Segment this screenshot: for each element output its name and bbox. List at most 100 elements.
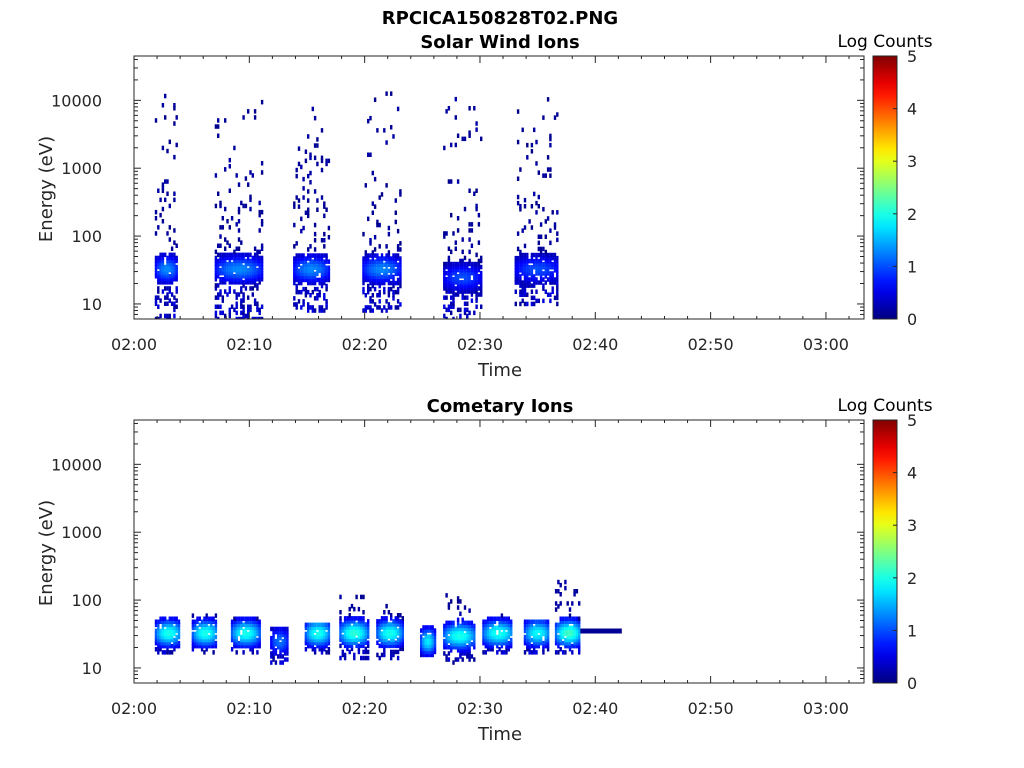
data-cell xyxy=(214,274,218,279)
data-cell xyxy=(217,264,220,270)
data-cell xyxy=(230,277,234,282)
data-cell xyxy=(154,261,158,267)
data-cell xyxy=(530,271,534,276)
data-trail xyxy=(580,628,622,634)
data-cell xyxy=(311,262,314,267)
data-cell xyxy=(445,283,448,288)
data-cell xyxy=(394,268,397,274)
data-cell xyxy=(196,643,199,649)
data-cell xyxy=(523,619,527,624)
data-cell xyxy=(205,634,208,640)
data-cell xyxy=(526,274,529,279)
data-cell xyxy=(168,313,171,319)
data-cell xyxy=(247,295,250,300)
data-cell xyxy=(161,261,165,267)
data-cell xyxy=(221,280,224,285)
data-cell xyxy=(475,203,478,209)
data-cell xyxy=(564,650,567,655)
data-cell xyxy=(364,631,367,636)
data-cell xyxy=(468,267,471,273)
data-cell xyxy=(311,631,314,637)
data-cell xyxy=(530,274,534,279)
data-cell xyxy=(553,222,557,227)
data-cell xyxy=(450,310,453,316)
data-cell xyxy=(198,628,201,634)
data-cell xyxy=(521,228,524,233)
data-cell xyxy=(159,255,162,261)
data-cell xyxy=(256,255,259,261)
data-cell xyxy=(521,127,524,133)
data-cell xyxy=(369,265,372,270)
data-cell xyxy=(251,261,254,267)
data-cell xyxy=(360,640,363,645)
data-cell xyxy=(353,640,356,645)
data-cell xyxy=(516,109,520,114)
data-cell xyxy=(194,619,197,624)
data-cell xyxy=(256,619,259,624)
data-cell xyxy=(157,647,160,652)
data-cell xyxy=(466,632,469,638)
data-cell xyxy=(367,274,370,280)
y-tick-label: 1000 xyxy=(61,523,102,542)
data-cell xyxy=(530,637,534,643)
data-cell xyxy=(459,611,462,616)
data-cell xyxy=(240,625,243,631)
data-cell xyxy=(385,619,388,624)
data-cell xyxy=(466,264,469,270)
data-cell xyxy=(323,274,326,280)
data-cell xyxy=(307,625,310,631)
data-cell xyxy=(346,619,349,624)
data-cell xyxy=(480,274,483,279)
data-cell xyxy=(364,250,367,255)
data-cell xyxy=(302,274,305,280)
data-cell xyxy=(260,274,264,279)
data-cell xyxy=(380,625,384,630)
data-cell xyxy=(387,277,391,283)
data-cell xyxy=(546,252,550,258)
data-cell xyxy=(482,637,485,643)
data-cell xyxy=(447,246,451,251)
data-cell xyxy=(325,622,328,628)
data-cell xyxy=(242,622,245,628)
data-cell xyxy=(447,264,451,270)
data-cell xyxy=(373,271,377,277)
data-cell xyxy=(170,267,174,273)
data-cell xyxy=(445,657,448,662)
data-cell xyxy=(295,268,298,274)
data-cell xyxy=(396,265,400,270)
data-cell xyxy=(452,298,455,303)
data-cell xyxy=(461,295,464,300)
data-cell xyxy=(461,249,464,255)
data-cell xyxy=(230,280,234,285)
data-cell xyxy=(244,625,248,631)
data-cell xyxy=(173,274,176,279)
data-cell xyxy=(316,286,319,292)
data-cell xyxy=(445,645,448,650)
data-cell xyxy=(311,271,314,277)
data-cell xyxy=(516,176,520,181)
data-cell xyxy=(309,268,312,274)
data-cell xyxy=(473,310,476,316)
data-cell xyxy=(339,622,342,627)
data-cell xyxy=(516,139,520,145)
data-cell xyxy=(203,622,206,628)
data-cell xyxy=(207,640,211,646)
data-cell xyxy=(578,634,581,640)
data-cell xyxy=(253,298,257,303)
data-cell xyxy=(214,643,218,649)
figure-title: RPCICA150828T02.PNG xyxy=(382,8,618,29)
data-cell xyxy=(500,616,504,621)
data-cell xyxy=(316,296,319,301)
data-cell xyxy=(281,660,284,665)
data-cell xyxy=(424,643,427,649)
data-cell xyxy=(164,634,167,640)
data-cell xyxy=(459,638,462,644)
data-cell xyxy=(164,650,167,655)
data-cell xyxy=(528,625,531,631)
data-cell xyxy=(369,296,372,301)
data-cell xyxy=(537,252,540,258)
data-cell xyxy=(177,640,181,646)
data-cell xyxy=(431,637,434,642)
data-cell xyxy=(309,256,312,261)
data-cell xyxy=(528,258,531,264)
